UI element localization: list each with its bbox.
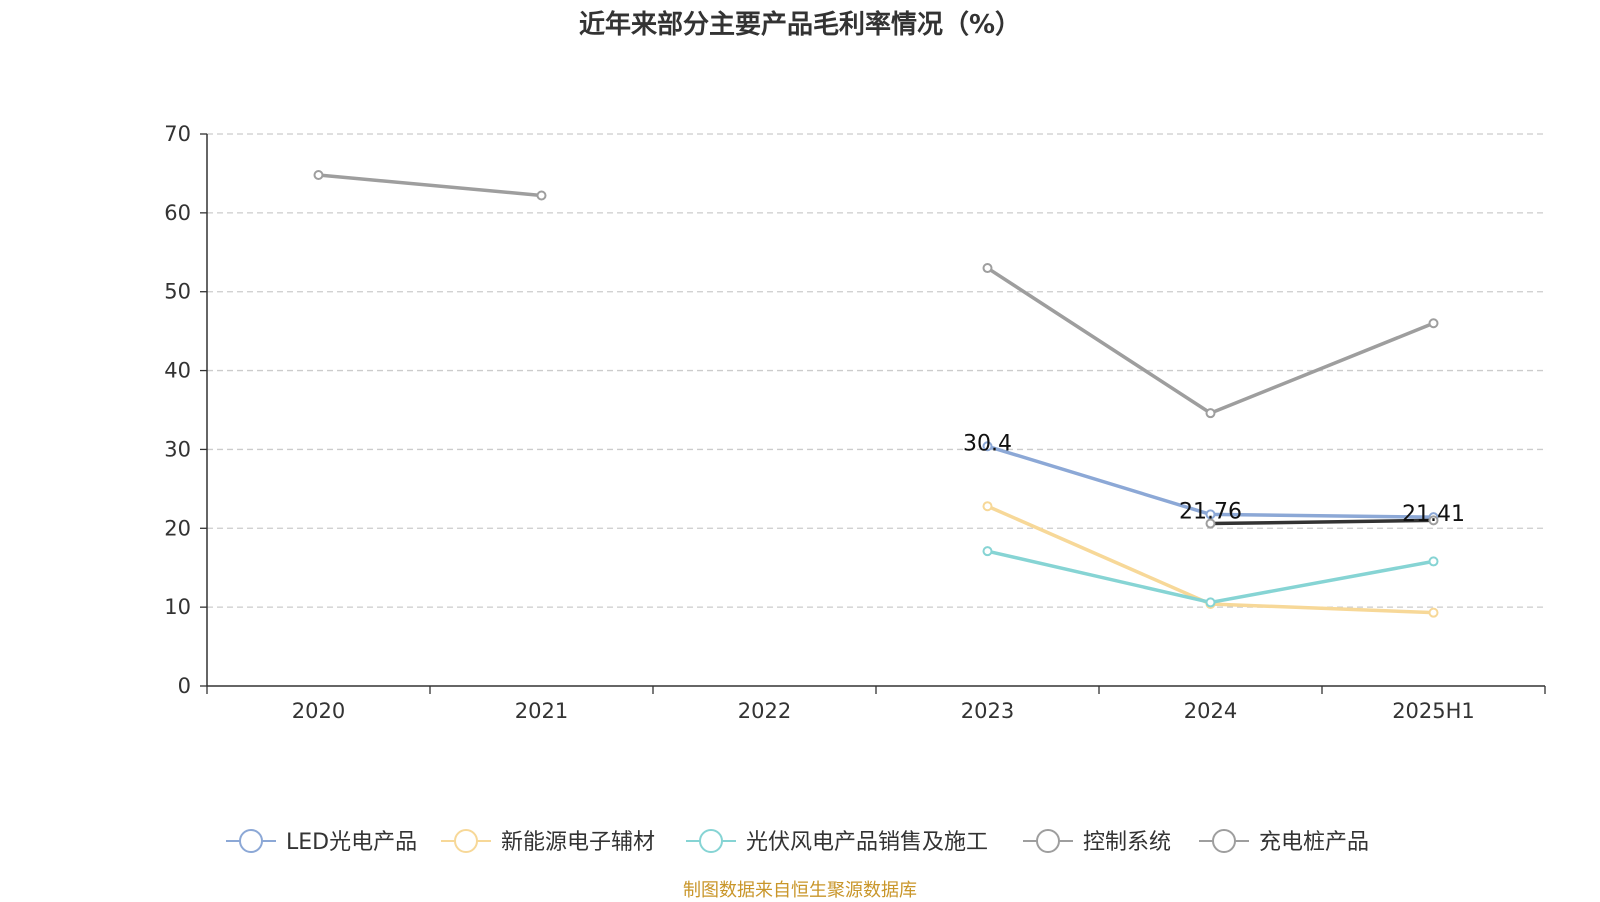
data-point	[982, 263, 993, 274]
legend-label: 新能源电子辅材	[501, 830, 655, 855]
data-point	[313, 170, 324, 181]
legend-marker-icon	[1036, 829, 1060, 853]
x-tick-label: 2024	[1184, 699, 1237, 723]
x-tick-label: 2022	[738, 699, 791, 723]
x-tick-label: 2020	[292, 699, 345, 723]
data-point	[1428, 556, 1439, 567]
grid-lines	[207, 133, 1545, 608]
x-tick-label: 2023	[961, 699, 1014, 723]
series-line	[318, 173, 542, 198]
data-point	[982, 546, 993, 557]
legend-label: 控制系统	[1083, 830, 1171, 855]
y-tick-label: 70	[164, 122, 191, 146]
legend-marker-icon	[699, 829, 723, 853]
y-tick-label: 30	[164, 437, 191, 461]
data-point	[982, 501, 993, 512]
data-point	[1205, 518, 1216, 529]
data-label: 30.4	[963, 431, 1012, 456]
axes: 0 10 20 30 40 50 60 70 2020 2021 2022 2023 2024 2025H…	[164, 122, 1546, 723]
data-point	[1428, 607, 1439, 618]
y-tick-label: 40	[164, 359, 191, 383]
data-point	[1428, 318, 1439, 329]
legend: LED光电产品 新能源电子辅材 光伏风电产品销售及施工 控制系统 充电桩产品	[226, 829, 1369, 855]
data-label: 21.41	[1402, 502, 1465, 527]
data-point	[1428, 515, 1439, 526]
data-labels: 30.4 21.76 21.41	[963, 431, 1465, 527]
legend-label: 光伏风电产品销售及施工	[746, 830, 988, 855]
source-note: 制图数据来自恒生聚源数据库	[683, 880, 917, 901]
data-point	[982, 441, 993, 452]
y-tick-label: 10	[164, 595, 191, 619]
y-tick-label: 60	[164, 201, 191, 225]
legend-label: 充电桩产品	[1259, 830, 1369, 855]
legend-marker-icon	[239, 829, 263, 853]
data-label: 21.76	[1179, 499, 1242, 524]
y-tick-label: 0	[178, 674, 191, 698]
legend-marker-icon	[1212, 829, 1236, 853]
legend-marker-icon	[454, 829, 478, 853]
y-tick-label: 20	[164, 516, 191, 540]
data-point	[536, 190, 547, 201]
y-tick-label: 50	[164, 280, 191, 304]
chart-title: 近年来部分主要产品毛利率情况（%）	[578, 10, 1022, 40]
series-lines	[313, 170, 1439, 618]
series-line	[1210, 518, 1434, 526]
data-point	[1205, 408, 1216, 419]
series-line	[986, 266, 1435, 415]
x-tick-label: 2025H1	[1392, 699, 1475, 723]
legend-label: LED光电产品	[286, 830, 417, 855]
data-point	[1205, 597, 1216, 608]
data-point	[1205, 509, 1216, 520]
series-line	[987, 549, 1434, 605]
x-tick-label: 2021	[515, 699, 568, 723]
